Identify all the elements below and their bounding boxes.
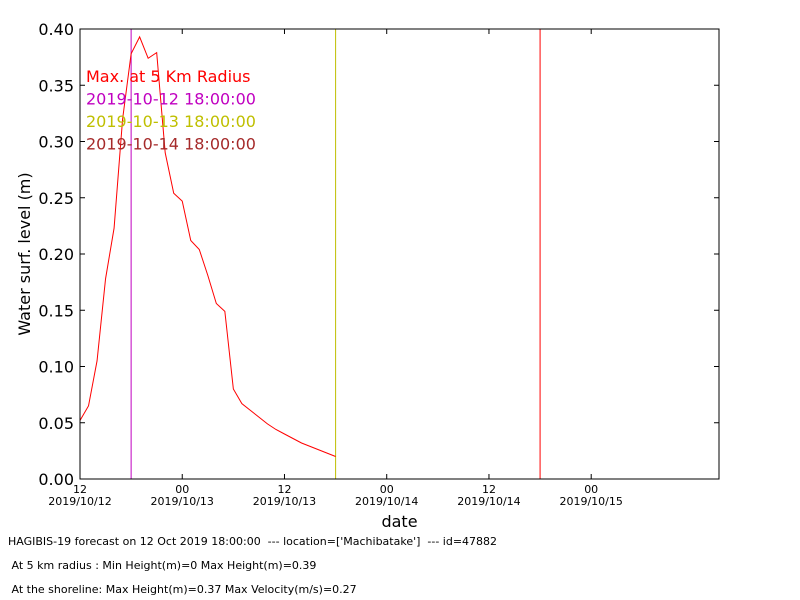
y-axis-label: Water surf. level (m) [15,172,34,335]
legend-entry-1: Max. at 5 Km Radius [86,67,251,86]
series-layer [79,35,336,457]
x-tick-label-date: 2019/10/14 [355,495,418,508]
y-tick-label: 0.05 [38,414,74,433]
y-tick-label: 0.15 [38,301,74,320]
x-tick-label-date: 2019/10/15 [559,495,622,508]
shoreline-info-line: At the shoreline: Max Height(m)=0.37 Max… [8,583,357,596]
x-tick-label-hour: 12 [73,483,87,496]
y-tick-label: 0.10 [38,358,74,377]
x-tick-label-hour: 00 [584,483,598,496]
x-tick-label-date: 2019/10/13 [151,495,214,508]
x-tick-label-hour: 12 [277,483,291,496]
vertical-markers [130,29,541,479]
legend-entry-2: 2019-10-12 18:00:00 [86,90,256,109]
legend: Max. at 5 Km Radius 2019-10-12 18:00:00 20… [86,67,256,154]
y-tick-label: 0.20 [38,245,74,264]
x-tick-label-hour: 00 [380,483,394,496]
y-tick-label: 0.30 [38,133,74,152]
axes: 0.000.050.100.150.200.250.300.350.401220… [15,20,720,530]
y-tick-label: 0.25 [38,189,74,208]
x-tick-label-hour: 12 [482,483,496,496]
water-level-chart: 0.000.050.100.150.200.250.300.350.401220… [15,20,720,530]
x-axis-label: date [381,512,417,530]
x-tick-label-hour: 00 [175,483,189,496]
y-tick-label: 0.40 [38,20,74,39]
x-tick-label-date: 2019/10/12 [48,495,111,508]
x-tick-label-date: 2019/10/13 [253,495,316,508]
x-tick-label-date: 2019/10/14 [457,495,520,508]
legend-entry-4: 2019-10-14 18:00:00 [86,135,256,154]
forecast-info-line: HAGIBIS-19 forecast on 12 Oct 2019 18:00… [8,535,498,548]
legend-entry-3: 2019-10-13 18:00:00 [86,112,256,131]
radius-info-line: At 5 km radius : Min Height(m)=0 Max Hei… [8,559,317,572]
y-tick-label: 0.35 [38,76,74,95]
y-tick-label: 0.00 [38,470,74,489]
series-line-1 [79,35,336,457]
